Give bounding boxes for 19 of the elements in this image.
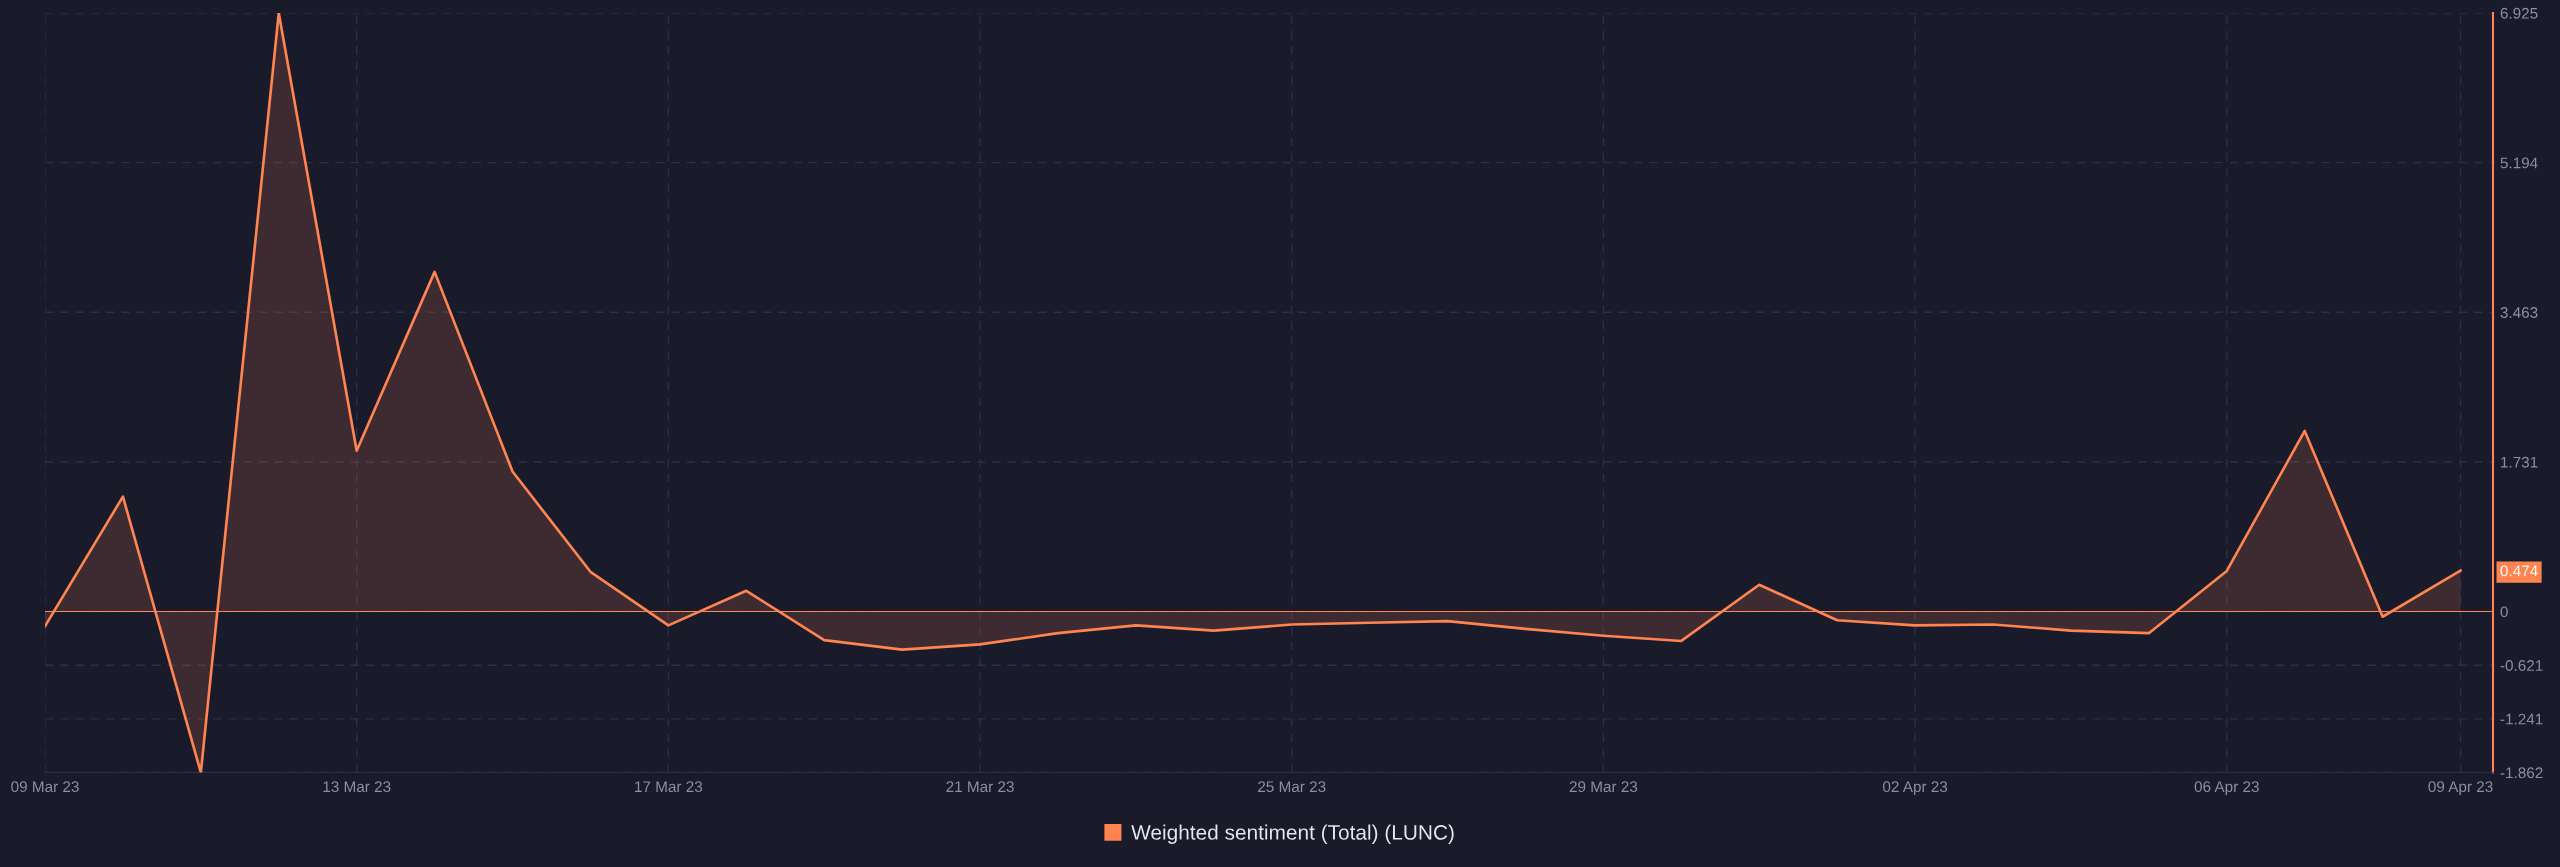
x-tick-label: 17 Mar 23 (635, 781, 703, 793)
y-tick-label: -1.241 (2500, 713, 2543, 725)
y-tick-label: 0.474 (2500, 565, 2538, 577)
y-tick-label: 5.194 (2500, 157, 2538, 169)
x-tick-label: 09 Apr 23 (2428, 781, 2493, 796)
x-tick-label: 29 Mar 23 (1569, 781, 1638, 793)
y-tick-label: -0.621 (2500, 660, 2543, 671)
x-tick-label: 06 Apr 23 (2194, 781, 2259, 796)
legend-label: Weighted sentiment (Total) (LUNC) (1131, 824, 1454, 844)
x-tick-label: 09 Mar 23 (11, 781, 79, 793)
y-tick-label: 1.731 (2501, 456, 2538, 468)
y-tick-label: 0 (2500, 606, 2508, 618)
y-tick-label: 6.925 (2500, 7, 2538, 19)
x-tick-label: 02 Apr 23 (1882, 781, 1948, 796)
x-tick-label: 21 Mar 23 (946, 781, 1014, 793)
y-tick-label: 3.463 (2500, 307, 2538, 318)
x-tick-label: 25 Mar 23 (1258, 781, 1326, 793)
x-tick-label: 13 Mar 23 (323, 781, 391, 793)
y-tick-label: -1.862 (2500, 767, 2543, 779)
